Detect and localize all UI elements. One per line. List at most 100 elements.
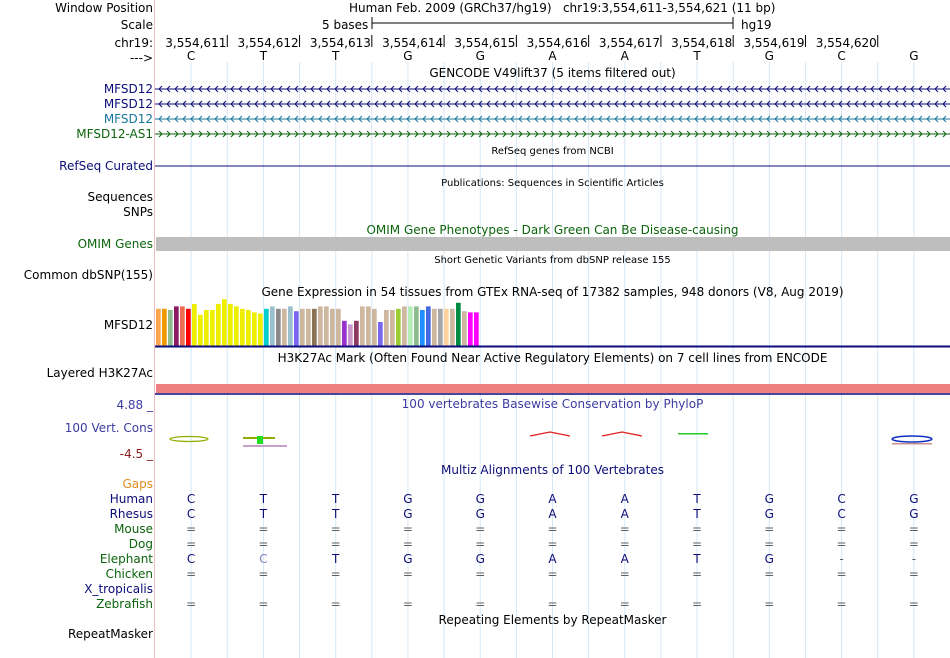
multiz-aligned-base: C: [186, 552, 196, 566]
gtex-tissue-bar: [414, 306, 419, 346]
phylop-conservation-mark: [529, 431, 571, 437]
multiz-aligned-base: C: [837, 492, 846, 506]
gtex-tissue-bar: [360, 306, 365, 346]
gtex-tissue-bar: [462, 311, 467, 346]
gtex-tissue-bar: [390, 310, 395, 346]
multiz-aligned-base: =: [402, 522, 413, 536]
gtex-tissue-bar: [420, 310, 425, 346]
ruler-coordinate: 3,554,611: [165, 36, 227, 50]
multiz-species-label[interactable]: X_tropicalis: [84, 582, 153, 596]
gtex-tissue-bar: [276, 308, 281, 346]
h3k27ac-track-label[interactable]: Layered H3K27Ac: [46, 366, 153, 380]
gtex-tissue-bar: [168, 310, 173, 346]
gtex-tissue-bar: [342, 320, 347, 346]
gtex-tissue-bar: [162, 308, 167, 346]
multiz-aligned-base: -: [911, 552, 917, 566]
multiz-aligned-base: T: [693, 552, 701, 566]
gtex-tissue-bar: [426, 306, 431, 346]
phylop-track-title: 100 vertebrates Basewise Conservation by…: [401, 397, 704, 411]
gtex-tissue-bar: [198, 314, 203, 346]
ruler-coordinate: 3,554,615: [454, 36, 516, 50]
multiz-aligned-base: =: [330, 597, 341, 611]
multiz-species-label[interactable]: Human: [109, 492, 153, 506]
gtex-tissue-bar: [336, 308, 341, 346]
multiz-aligned-base: =: [619, 567, 630, 581]
gtex-track-label[interactable]: MFSD12: [103, 318, 153, 332]
multiz-aligned-base: =: [258, 522, 269, 536]
repeatmasker-track-label[interactable]: RepeatMasker: [67, 627, 153, 641]
multiz-aligned-base: T: [693, 492, 701, 506]
multiz-species-label[interactable]: Elephant: [99, 552, 153, 566]
ruler-coordinate: 3,554,617: [598, 36, 660, 50]
multiz-aligned-base: A: [620, 492, 629, 506]
ruler-coordinate: 3,554,619: [743, 36, 805, 50]
gtex-tissue-bar: [408, 306, 413, 346]
gencode-track-label[interactable]: MFSD12: [103, 112, 153, 126]
multiz-aligned-base: =: [186, 597, 197, 611]
gtex-track-title: Gene Expression in 54 tissues from GTEx …: [261, 285, 844, 299]
gtex-tissue-bar: [450, 308, 455, 346]
gtex-tissue-bar: [288, 306, 293, 346]
gtex-tissue-bar: [258, 313, 263, 346]
multiz-aligned-base: C: [186, 507, 196, 521]
multiz-aligned-base: =: [258, 597, 269, 611]
omim-track-label[interactable]: OMIM Genes: [77, 237, 153, 251]
h3k27ac-track-title: H3K27Ac Mark (Often Found Near Active Re…: [277, 351, 828, 365]
omim-track-title: OMIM Gene Phenotypes - Dark Green Can Be…: [366, 223, 739, 237]
gtex-tissue-bar: [372, 308, 377, 346]
gtex-tissue-bar: [378, 322, 383, 346]
multiz-species-label[interactable]: Dog: [128, 537, 153, 551]
ruler-coordinate: 3,554,616: [526, 36, 588, 50]
refseq-track-label[interactable]: RefSeq Curated: [59, 159, 153, 173]
multiz-aligned-base: C: [837, 507, 846, 521]
multiz-gaps-label[interactable]: Gaps: [122, 477, 153, 491]
gtex-tissue-bar: [222, 299, 227, 346]
gencode-track-label[interactable]: MFSD12: [103, 82, 153, 96]
multiz-aligned-base: =: [908, 537, 919, 551]
gtex-tissue-bar: [240, 308, 245, 346]
gencode-track-label[interactable]: MFSD12: [103, 97, 153, 111]
h3k27ac-signal-bar: [156, 384, 950, 393]
multiz-aligned-base: A: [548, 492, 557, 506]
multiz-aligned-base: G: [403, 552, 413, 566]
gtex-tissue-bar: [156, 308, 161, 346]
gencode-track-label[interactable]: MFSD12-AS1: [76, 127, 153, 141]
gtex-tissue-bar: [180, 306, 185, 346]
multiz-aligned-base: =: [619, 537, 630, 551]
phylop-conservation-mark: [243, 445, 287, 447]
gtex-tissue-bar: [270, 306, 275, 346]
multiz-aligned-base: =: [908, 522, 919, 536]
strand-label: --->: [129, 51, 153, 65]
reference-base: A: [620, 49, 629, 63]
multiz-aligned-base: =: [836, 522, 847, 536]
multiz-aligned-base: =: [186, 522, 197, 536]
multiz-aligned-base: =: [402, 567, 413, 581]
multiz-species-label[interactable]: Chicken: [105, 567, 153, 581]
reference-base: C: [186, 49, 196, 63]
multiz-aligned-base: G: [764, 552, 774, 566]
gtex-tissue-bar: [228, 304, 233, 346]
dbsnp-track-label[interactable]: Common dbSNP(155): [23, 268, 153, 282]
multiz-species-label[interactable]: Rhesus: [109, 507, 153, 521]
multiz-species-label[interactable]: Zebrafish: [96, 597, 153, 611]
multiz-aligned-base: G: [909, 507, 919, 521]
window-position-value: Human Feb. 2009 (GRCh37/hg19) chr19:3,55…: [349, 1, 776, 15]
gtex-tissue-bar: [456, 302, 461, 346]
multiz-aligned-base: =: [186, 567, 197, 581]
scale-label: Scale: [120, 18, 153, 32]
gtex-tissue-bar: [318, 306, 323, 346]
multiz-aligned-base: T: [332, 552, 340, 566]
sequences-track-label[interactable]: Sequences: [87, 190, 153, 204]
reference-base: G: [764, 49, 774, 63]
multiz-species-label[interactable]: Mouse: [114, 522, 153, 536]
multiz-aligned-base: =: [186, 537, 197, 551]
publications-track-title: Publications: Sequences in Scientific Ar…: [441, 178, 664, 189]
multiz-aligned-base: =: [475, 567, 486, 581]
phylop-track-label[interactable]: 100 Vert. Cons: [64, 421, 153, 435]
snps-track-label[interactable]: SNPs: [123, 205, 153, 219]
gencode-track-title: GENCODE V49lift37 (5 items filtered out): [429, 66, 676, 80]
multiz-aligned-base: =: [692, 522, 703, 536]
gtex-tissue-bar: [438, 308, 443, 346]
